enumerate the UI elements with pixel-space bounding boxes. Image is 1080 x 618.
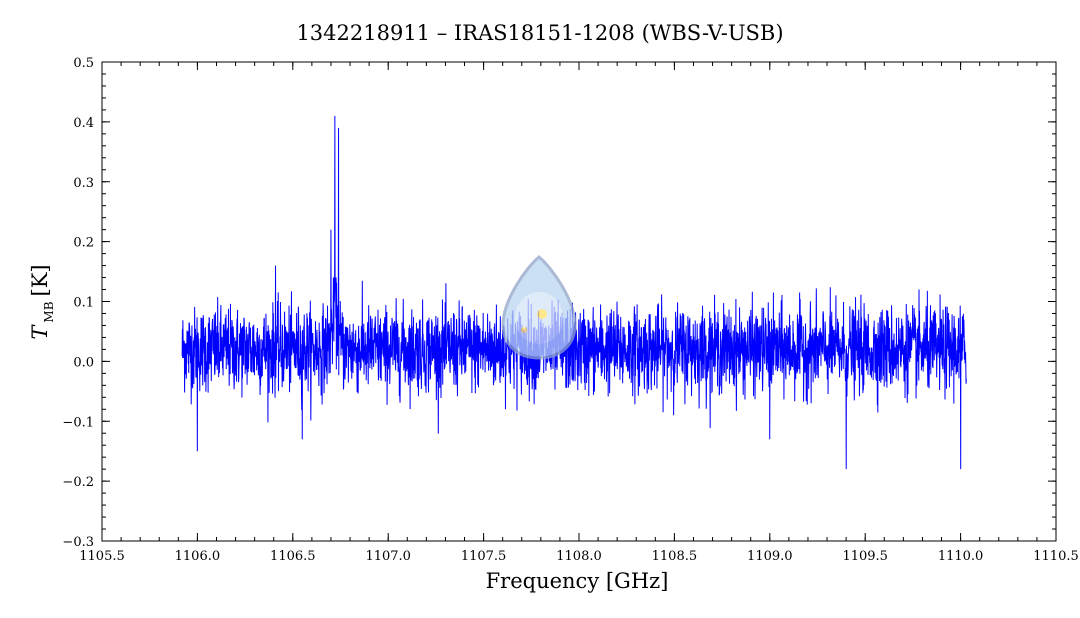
x-tick-label: 1108.5 [652,549,698,564]
y-tick-label: −0.1 [62,415,94,430]
svg-text:TMB[K]: T MB [K] [28,264,56,339]
y-tick-label: 0.4 [73,116,94,131]
y-axis-ticks: −0.3 −0.2 −0.1 0.0 0.1 0.2 0.3 0.4 0.5 [62,56,1056,550]
x-tick-label: 1110.5 [1033,549,1079,564]
x-tick-label: 1105.5 [79,549,125,564]
y-tick-label: −0.2 [62,475,94,490]
x-tick-label: 1107.0 [365,549,411,564]
x-tick-label: 1110.0 [938,549,984,564]
x-tick-label: 1107.5 [461,549,507,564]
y-axis-label-main: T [28,324,52,340]
y-tick-label: −0.3 [62,535,94,550]
y-tick-label: 0.0 [73,355,94,370]
plot-frame [101,61,1057,542]
droplet-logo-icon [501,255,577,360]
x-axis-ticks: 1105.5 1106.0 1106.5 1107.0 1107.5 1108.0 1108… [79,62,1079,564]
y-tick-label: 0.2 [73,236,94,251]
y-tick-label: 0.3 [73,176,94,191]
y-tick-label: 0.1 [73,296,94,311]
spectrum-series-line [181,115,967,470]
x-axis-label: Frequency [GHz] [486,569,669,593]
x-tick-label: 1106.0 [175,549,221,564]
x-tick-label: 1109.5 [842,549,888,564]
chart-title: 1342218911 – IRAS18151-1208 (WBS-V-USB) [296,21,783,45]
plot-area [181,115,967,470]
x-tick-label: 1109.0 [747,549,793,564]
y-axis-label-sub: MB [42,301,56,322]
y-axis-label-unit: [K] [28,264,52,296]
x-tick-label: 1108.0 [556,549,602,564]
y-tick-label: 0.5 [73,56,94,71]
y-axis-label: T MB [K] [28,264,56,339]
x-tick-label: 1106.5 [270,549,316,564]
